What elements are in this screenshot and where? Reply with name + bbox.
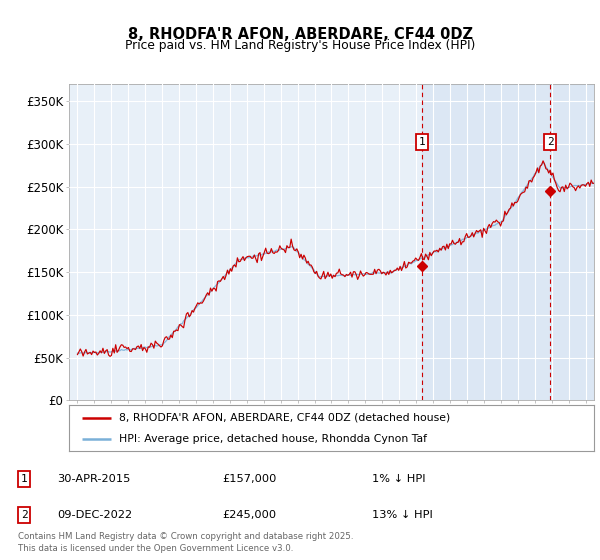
- Text: 8, RHODFA'R AFON, ABERDARE, CF44 0DZ: 8, RHODFA'R AFON, ABERDARE, CF44 0DZ: [128, 27, 473, 42]
- Text: 1: 1: [20, 474, 28, 484]
- Text: 2: 2: [20, 510, 28, 520]
- Text: 1% ↓ HPI: 1% ↓ HPI: [372, 474, 425, 484]
- Text: 8, RHODFA'R AFON, ABERDARE, CF44 0DZ (detached house): 8, RHODFA'R AFON, ABERDARE, CF44 0DZ (de…: [119, 413, 450, 423]
- Text: £157,000: £157,000: [222, 474, 277, 484]
- Bar: [422, 84, 594, 400]
- Text: HPI: Average price, detached house, Rhondda Cynon Taf: HPI: Average price, detached house, Rhon…: [119, 435, 427, 444]
- Text: 09-DEC-2022: 09-DEC-2022: [57, 510, 132, 520]
- Text: 30-APR-2015: 30-APR-2015: [57, 474, 130, 484]
- Text: Price paid vs. HM Land Registry's House Price Index (HPI): Price paid vs. HM Land Registry's House …: [125, 39, 475, 53]
- Text: £245,000: £245,000: [222, 510, 276, 520]
- Text: 13% ↓ HPI: 13% ↓ HPI: [372, 510, 433, 520]
- Text: 2: 2: [547, 137, 554, 147]
- Text: 1: 1: [418, 137, 425, 147]
- Text: Contains HM Land Registry data © Crown copyright and database right 2025.
This d: Contains HM Land Registry data © Crown c…: [18, 533, 353, 553]
